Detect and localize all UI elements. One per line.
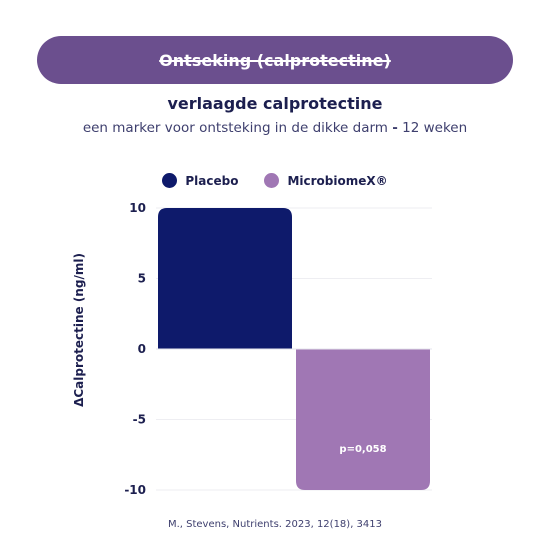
y-tick-label: -10 [124, 483, 146, 497]
description-text: een marker voor ontsteking in de dikke d… [82, 120, 388, 136]
bar-placebo [158, 208, 292, 349]
description: een marker voor ontsteking in de dikke d… [0, 120, 550, 136]
data-label: p=0,058 [339, 444, 386, 455]
legend-swatch-microbiomex [264, 173, 280, 188]
y-tick-label: 10 [129, 201, 146, 215]
subtitle: verlaagde calprotectine [167, 94, 383, 113]
legend-label-microbiomex: MicrobiomeX® [287, 173, 388, 188]
legend: Placebo MicrobiomeX® [0, 173, 550, 188]
legend-item-placebo: Placebo [162, 173, 238, 188]
title-banner: Ontseking (calprotectine) [37, 36, 513, 84]
legend-swatch-placebo [162, 173, 178, 188]
y-tick-label: 5 [138, 272, 146, 286]
banner-title: Ontseking (calprotectine) [159, 50, 391, 70]
description-separator: - [392, 120, 398, 136]
citation: M., Stevens, Nutrients. 2023, 12(18), 34… [167, 519, 383, 530]
bar-microbiomex [296, 349, 430, 490]
legend-item-microbiomex: MicrobiomeX® [264, 173, 388, 188]
y-tick-label: 0 [138, 342, 146, 356]
description-duration: 12 weken [402, 120, 468, 136]
y-tick-label: -5 [133, 413, 146, 427]
legend-label-placebo: Placebo [185, 173, 239, 188]
